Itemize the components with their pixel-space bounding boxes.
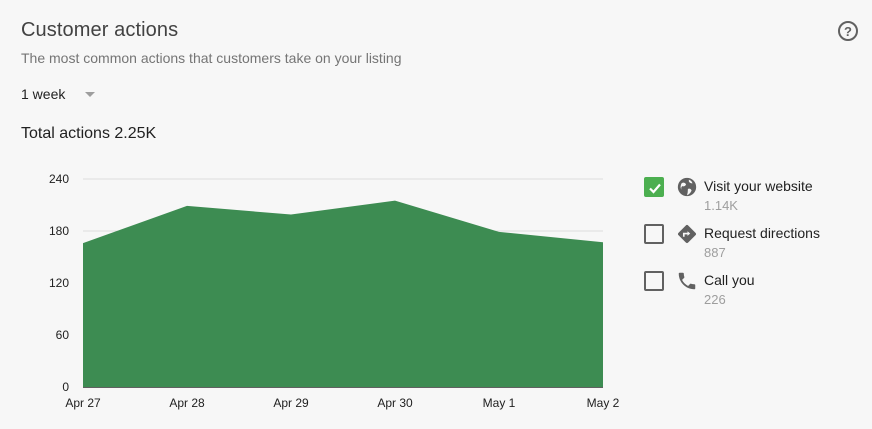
legend-value: 1.14K: [704, 198, 738, 213]
y-tick-label: 0: [62, 380, 69, 394]
card-title: Customer actions: [21, 19, 179, 41]
x-tick-label: Apr 28: [169, 396, 205, 410]
x-tick-label: May 2: [587, 396, 620, 410]
y-tick-label: 60: [56, 328, 70, 342]
legend-label: Call you: [704, 272, 755, 288]
directions-icon: [678, 225, 696, 243]
y-tick-label: 120: [49, 276, 69, 290]
checkbox-call[interactable]: [644, 271, 664, 291]
x-tick-label: Apr 29: [273, 396, 309, 410]
series-area-website: [83, 200, 603, 387]
legend-value: 887: [704, 245, 726, 260]
legend-label: Request directions: [704, 225, 820, 241]
checkbox-directions[interactable]: [644, 224, 664, 244]
x-tick-label: Apr 27: [65, 396, 101, 410]
card-subtitle: The most common actions that customers t…: [21, 50, 402, 66]
x-tick-label: Apr 30: [377, 396, 413, 410]
help-icon[interactable]: ?: [838, 21, 858, 41]
total-actions: Total actions 2.25K: [21, 125, 157, 142]
period-dropdown[interactable]: 1 week: [21, 86, 96, 102]
y-tick-label: 240: [49, 172, 69, 186]
globe-icon: [677, 177, 697, 197]
chevron-down-icon: [85, 91, 96, 97]
phone-icon: [678, 272, 696, 290]
legend-item-website[interactable]: Visit your website 1.14K: [643, 173, 863, 217]
y-tick-label: 180: [49, 224, 69, 238]
legend-item-directions[interactable]: Request directions 887: [643, 220, 863, 264]
check-icon: [649, 183, 661, 194]
period-selected: 1 week: [21, 86, 66, 102]
checkbox-website[interactable]: [644, 177, 664, 197]
legend-item-call[interactable]: Call you 226: [643, 267, 863, 311]
x-tick-label: May 1: [483, 396, 516, 410]
legend-value: 226: [704, 292, 726, 307]
area-chart: 0 60 120 180 240 Apr 27 Apr 28 Apr 29 Apr 30 May …: [49, 172, 620, 410]
legend-label: Visit your website: [704, 178, 813, 194]
